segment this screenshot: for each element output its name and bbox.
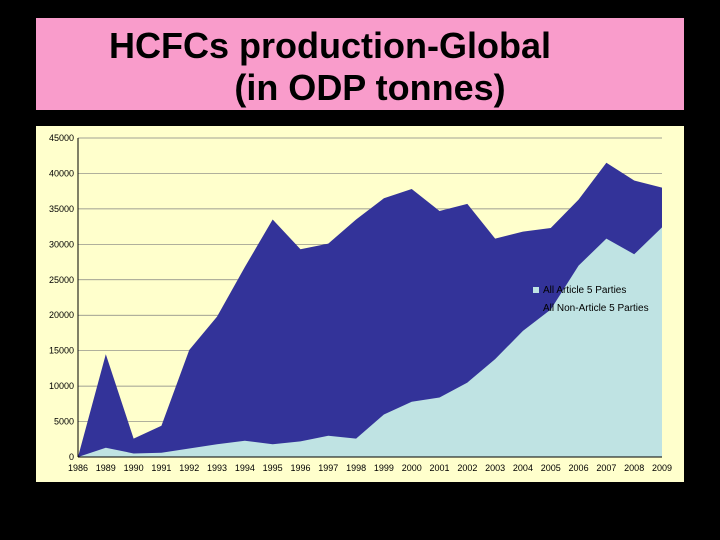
y-tick-label: 45000 xyxy=(49,133,74,143)
y-tick-label: 25000 xyxy=(49,275,74,285)
y-tick-label: 10000 xyxy=(49,381,74,391)
y-tick-label: 35000 xyxy=(49,204,74,214)
x-tick-label: 1999 xyxy=(374,463,394,473)
y-tick-label: 15000 xyxy=(49,346,74,356)
x-tick-label: 2005 xyxy=(541,463,561,473)
x-tick-label: 2001 xyxy=(430,463,450,473)
x-tick-label: 1989 xyxy=(96,463,116,473)
legend-swatch-1 xyxy=(533,305,539,311)
chart-area: 0 5000 10000 15000 20000 25000 30000 35000 40000… xyxy=(36,126,684,482)
legend-swatch-0 xyxy=(533,287,539,293)
x-tick-label: 1990 xyxy=(124,463,144,473)
x-tick-label: 1986 xyxy=(68,463,88,473)
x-tick-label: 2003 xyxy=(485,463,505,473)
legend-label-1: All Non-Article 5 Parties xyxy=(543,303,649,314)
y-tick-label: 5000 xyxy=(54,417,74,427)
x-tick-label: 1997 xyxy=(318,463,338,473)
x-tick-label: 1994 xyxy=(235,463,255,473)
x-tick-label: 1998 xyxy=(346,463,366,473)
x-tick-label: 1993 xyxy=(207,463,227,473)
x-tick-label: 2009 xyxy=(652,463,672,473)
chart-title-line-2: (in ODP tonnes) xyxy=(234,67,506,108)
x-tick-label: 2002 xyxy=(457,463,477,473)
y-tick-label: 40000 xyxy=(49,168,74,178)
x-tick-label: 1995 xyxy=(263,463,283,473)
x-tick-label: 2006 xyxy=(569,463,589,473)
y-tick-label: 0 xyxy=(69,452,74,462)
x-tick-label: 1991 xyxy=(151,463,171,473)
x-tick-label: 2000 xyxy=(402,463,422,473)
area-chart: 0 5000 10000 15000 20000 25000 30000 35000 40000… xyxy=(49,133,672,473)
chart-title-line-1: HCFCs production-Global xyxy=(109,25,551,66)
legend-label-0: All Article 5 Parties xyxy=(543,285,626,296)
x-tick-label: 2008 xyxy=(624,463,644,473)
y-tick-label: 30000 xyxy=(49,239,74,249)
x-tick-label: 2007 xyxy=(596,463,616,473)
x-tick-label: 2004 xyxy=(513,463,533,473)
x-tick-label: 1992 xyxy=(179,463,199,473)
y-tick-label: 20000 xyxy=(49,310,74,320)
title-banner: HCFCs production-Global (in ODP tonnes) xyxy=(36,18,684,110)
x-tick-label: 1996 xyxy=(290,463,310,473)
area-series-0 xyxy=(78,227,662,457)
